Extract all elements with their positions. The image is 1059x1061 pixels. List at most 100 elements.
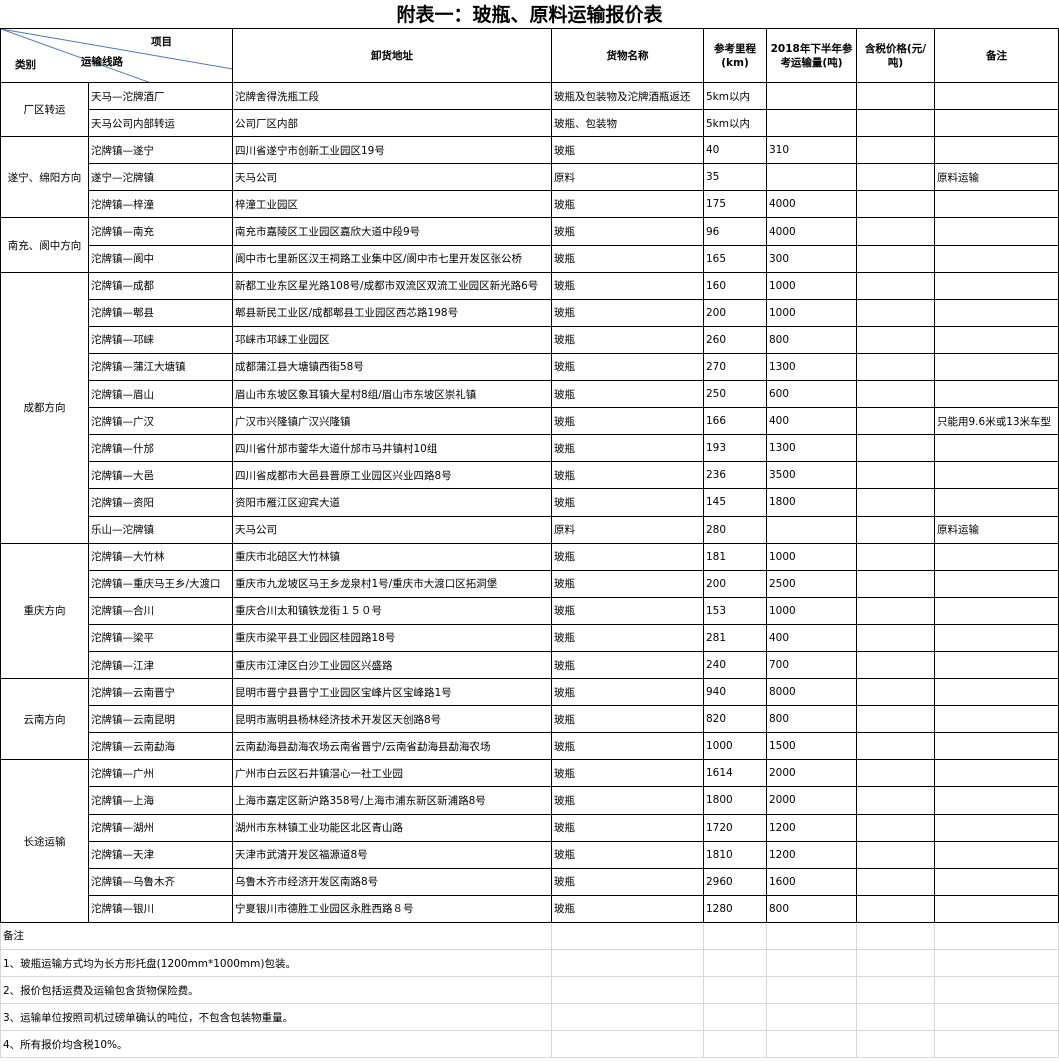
- price-cell: [856, 786, 935, 815]
- data-row: 云南方向 沱牌镇—云南晋宁 昆明市晋宁县晋宁工业园区宝峰片区宝峰路1号 玻瓶 940 80…: [0, 678, 1059, 761]
- goods-cell: 玻瓶: [551, 569, 704, 598]
- route-cell: 沱牌镇—大邑: [88, 461, 233, 490]
- route-cell: 沱牌镇—大竹林: [88, 542, 233, 571]
- address-cell: 广州市白云区石井镇滘心一社工业园: [232, 759, 552, 788]
- blank-cell: [766, 976, 857, 1005]
- note-cell: [934, 867, 1059, 896]
- price-cell: [856, 813, 935, 842]
- goods-cell: 玻瓶: [551, 650, 704, 680]
- data-row: 沱牌镇—银川 宁夏银川市德胜工业园区永胜西路８号 玻瓶 1280 800: [1, 894, 1059, 923]
- route-cell: 沱牌镇—合川: [88, 596, 233, 625]
- data-row: 厂区转运 天马—沱牌酒厂 沱牌舍得洗瓶工段 玻瓶及包装物及沱牌酒瓶返还 5km以内: [0, 81, 1059, 138]
- blank-cell: [703, 948, 767, 978]
- data-row: 沱牌镇—重庆马王乡/大渡口 重庆市九龙坡区马王乡龙泉村1号/重庆市大渡口区拓洞堡玻…: [1, 569, 1059, 598]
- km-cell: 1280: [703, 894, 767, 923]
- data-row: 重庆方向 沱牌镇—大竹林 重庆市北碚区大竹林镇 玻瓶 181 1000: [0, 542, 1059, 680]
- volume-cell: 400: [766, 407, 857, 436]
- note-row: 2、报价包括运费及运输包含货物保险费。: [0, 976, 1059, 1005]
- address-cell: 成都蒲江县大塘镇西街58号: [232, 352, 552, 382]
- blank-cell: [856, 921, 935, 951]
- route-cell: 沱牌镇—遂宁: [88, 136, 233, 165]
- blank-cell: [703, 976, 767, 1005]
- route-cell: 沱牌镇—广州: [88, 759, 233, 788]
- price-cell: [856, 542, 935, 571]
- note-text: 2、报价包括运费及运输包含货物保险费。: [0, 976, 552, 1005]
- price-cell: [856, 352, 935, 382]
- note-cell: [934, 434, 1059, 463]
- km-cell: 270: [703, 352, 767, 382]
- address-cell: 上海市嘉定区新沪路358号/上海市浦东新区新浦路8号: [232, 786, 552, 815]
- volume-cell: 800: [766, 894, 857, 923]
- volume-cell: 600: [766, 380, 857, 409]
- price-cell: [856, 705, 935, 734]
- note-row: 1、玻瓶运输方式均为长方形托盘(1200mm*1000mm)包装。: [0, 948, 1059, 978]
- goods-cell: 玻瓶: [551, 542, 704, 571]
- km-cell: 193: [703, 434, 767, 463]
- volume-cell: 1300: [766, 434, 857, 463]
- note-cell: 只能用9.6米或13米车型: [934, 407, 1059, 436]
- blank-cell: [551, 976, 704, 1005]
- data-row: 沱牌镇—阆中 阆中市七里新区汉王祠路工业集中区/阆中市七里开发区张公桥 玻瓶 165 3…: [1, 244, 1059, 273]
- note-cell: [934, 81, 1059, 111]
- data-row: 沱牌镇—邛崃 邛崃市邛崃工业园区 玻瓶 260 800: [1, 325, 1059, 354]
- blank-cell: [934, 948, 1059, 978]
- data-row: 成都方向 沱牌镇—成都 新都工业东区星光路108号/成都市双流区双流工业园区新光路6…: [0, 271, 1059, 544]
- km-cell: 200: [703, 298, 767, 327]
- km-cell: 153: [703, 596, 767, 625]
- goods-cell: 玻瓶: [551, 596, 704, 625]
- km-cell: 165: [703, 244, 767, 273]
- km-cell: 1000: [703, 732, 767, 761]
- goods-cell: 玻瓶: [551, 217, 704, 246]
- note-cell: [934, 840, 1059, 869]
- volume-cell: 800: [766, 705, 857, 734]
- price-cell: [856, 840, 935, 869]
- volume-cell: 1000: [766, 542, 857, 571]
- note-cell: [934, 298, 1059, 327]
- note-cell: [934, 217, 1059, 246]
- address-cell: 郫县新民工业区/成都郫县工业园区西芯路198号: [232, 298, 552, 327]
- goods-cell: 玻瓶: [551, 136, 704, 165]
- data-row: 沱牌镇—梁平 重庆市梁平县工业园区桂园路18号 玻瓶 281 400: [1, 623, 1059, 652]
- volume-cell: 4000: [766, 190, 857, 219]
- category-cell: 遂宁、绵阳方向: [0, 136, 89, 219]
- km-cell: 5km以内: [703, 81, 767, 111]
- address-cell: 乌鲁木齐市经济开发区南路8号: [232, 867, 552, 896]
- goods-cell: 玻瓶: [551, 732, 704, 761]
- goods-cell: 玻瓶: [551, 759, 704, 788]
- data-row: 沱牌镇—广汉 广汉市兴隆镇广汉兴隆镇 玻瓶 166 400 只能用9.6米或13米车型: [1, 407, 1059, 436]
- goods-cell: 玻瓶: [551, 705, 704, 734]
- category-cell: 成都方向: [0, 271, 89, 544]
- note-cell: [934, 325, 1059, 354]
- note-cell: [934, 542, 1059, 571]
- address-cell: 公司厂区内部: [232, 109, 552, 138]
- note-cell: [934, 109, 1059, 138]
- volume-cell: 1000: [766, 298, 857, 327]
- goods-cell: 玻瓶: [551, 244, 704, 273]
- volume-cell: 400: [766, 623, 857, 652]
- volume-cell: 4000: [766, 217, 857, 246]
- goods-cell: 玻瓶: [551, 461, 704, 490]
- route-cell: 沱牌镇—云南晋宁: [88, 678, 233, 707]
- km-cell: 145: [703, 488, 767, 517]
- km-cell: 250: [703, 380, 767, 409]
- data-row: 沱牌镇—蒲江大塘镇 成都蒲江县大塘镇西街58号 玻瓶 270 1300: [1, 352, 1059, 382]
- price-cell: [856, 163, 935, 192]
- data-row: 沱牌镇—什邡 四川省什邡市蓥华大道什邡市马井镇村10组 玻瓶 193 1300: [1, 434, 1059, 463]
- volume-cell: 1500: [766, 732, 857, 761]
- price-table: 项目 运输线路 类别 卸货地址 货物名称 参考里程(km) 2018年下半年参考运输量…: [0, 28, 1059, 1059]
- goods-cell: 玻瓶: [551, 894, 704, 923]
- km-cell: 40: [703, 136, 767, 165]
- goods-cell: 玻瓶: [551, 623, 704, 652]
- corner-cell: 项目 运输线路 类别: [0, 28, 233, 83]
- route-cell: 沱牌镇—蒲江大塘镇: [88, 352, 233, 382]
- data-row: 沱牌镇—云南昆明 昆明市嵩明县杨林经济技术开发区天创路8号 玻瓶 820 800: [1, 705, 1059, 734]
- category-cell: 长途运输: [0, 759, 89, 923]
- price-cell: [856, 217, 935, 246]
- column-header: 货物名称: [551, 28, 704, 83]
- goods-cell: 玻瓶: [551, 867, 704, 896]
- note-text: 3、运输单位按照司机过磅单确认的吨位，不包含包装物重量。: [0, 1003, 552, 1032]
- blank-cell: [934, 1003, 1059, 1032]
- blank-cell: [934, 1030, 1059, 1059]
- km-cell: 236: [703, 461, 767, 490]
